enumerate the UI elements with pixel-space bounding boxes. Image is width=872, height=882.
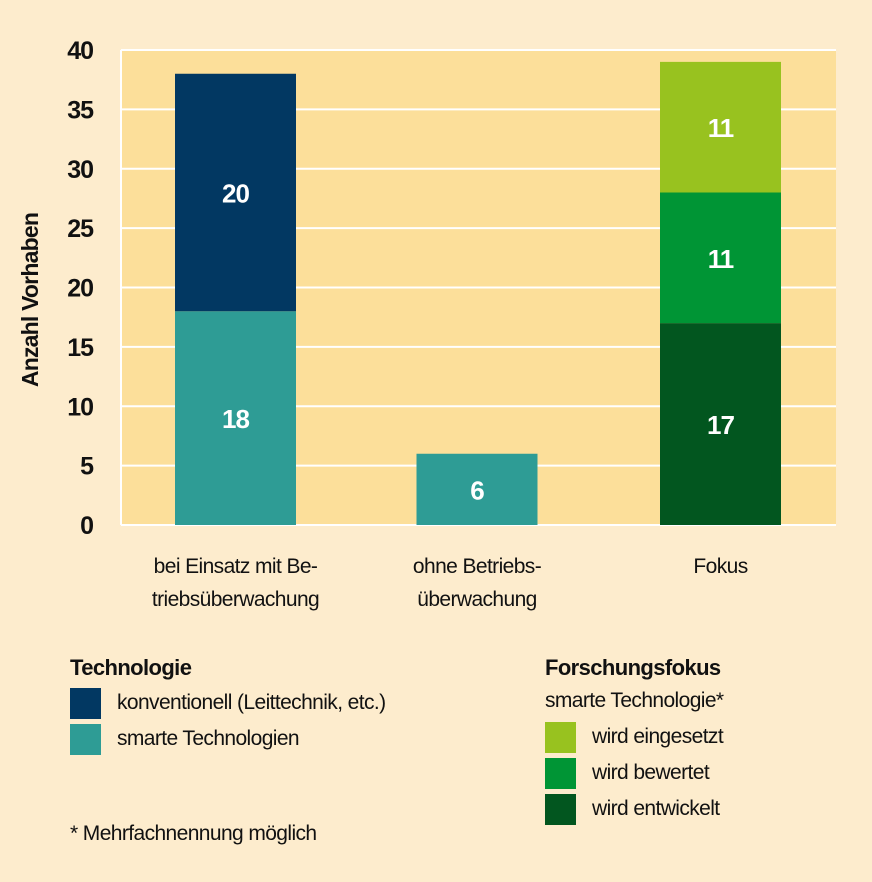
- legend-swatch: [70, 687, 101, 719]
- x-tick-label: triebsüberwachung: [152, 588, 319, 611]
- y-tick-label: 40: [67, 37, 93, 65]
- y-tick-label: 30: [67, 156, 93, 184]
- bar-segment: [416, 453, 538, 525]
- legend-swatch: [70, 723, 101, 755]
- data-label: 18: [222, 404, 249, 434]
- legend-item-bewertet: wird bewertet: [545, 755, 724, 791]
- y-tick-label: 5: [80, 453, 94, 481]
- data-label: 6: [470, 475, 484, 505]
- legend-item-konventionell: konventionell (Leittechnik, etc.): [70, 685, 386, 721]
- legend-title: Forschungsfokus: [545, 655, 721, 680]
- y-tick-label: 25: [67, 215, 94, 243]
- legend-forschungsfokus: Forschungsfokus smarte Technologie* wird…: [545, 655, 724, 827]
- legend-technologie: Technologie konventionell (Leittechnik, …: [70, 655, 386, 757]
- stacked-bar-chart: 0 5 10 15 20 25 30 35 40 Anzahl Vorhaben bei Einsa…: [17, 37, 836, 611]
- data-label: 17: [707, 410, 734, 440]
- bar-segment: [175, 73, 296, 312]
- legend-item-eingesetzt: wird eingesetzt: [545, 719, 724, 755]
- y-tick-label: 20: [67, 275, 93, 303]
- legend-subtitle: smarte Technologie*: [545, 689, 724, 712]
- x-tick-label: Fokus: [693, 555, 747, 578]
- legend-swatch: [545, 757, 576, 789]
- bar-segment: [175, 311, 296, 525]
- footnote: * Mehrfachnennung möglich: [70, 822, 317, 845]
- legend-item-smarte: smarte Technologien: [70, 721, 386, 757]
- legend-item-entwickelt: wird entwickelt: [545, 791, 724, 827]
- legend-label: wird entwickelt: [592, 797, 720, 820]
- y-tick-label: 15: [67, 334, 94, 362]
- legend-swatch: [545, 793, 576, 825]
- bar-segment: [660, 192, 781, 324]
- legend-title: Technologie: [70, 655, 192, 680]
- x-tick-label: ohne Betriebs-: [413, 555, 542, 578]
- y-tick-label: 35: [67, 96, 94, 124]
- data-label: 11: [708, 244, 734, 274]
- bar-segment: [660, 323, 781, 525]
- legend-label: konventionell (Leittechnik, etc.): [117, 691, 386, 714]
- y-tick-label: 10: [67, 393, 93, 421]
- data-label: 20: [222, 179, 249, 209]
- x-tick-label: bei Einsatz mit Be-: [154, 555, 318, 578]
- legend-label: wird bewertet: [592, 761, 710, 784]
- legend-label: wird eingesetzt: [592, 725, 724, 748]
- legend-swatch: [545, 721, 576, 753]
- y-tick-label: 0: [80, 512, 93, 540]
- y-axis-label: Anzahl Vorhaben: [17, 213, 43, 387]
- data-label: 11: [708, 113, 734, 143]
- legend-label: smarte Technologien: [117, 727, 300, 750]
- x-tick-label: überwachung: [417, 588, 537, 611]
- bar-segment: [660, 61, 781, 193]
